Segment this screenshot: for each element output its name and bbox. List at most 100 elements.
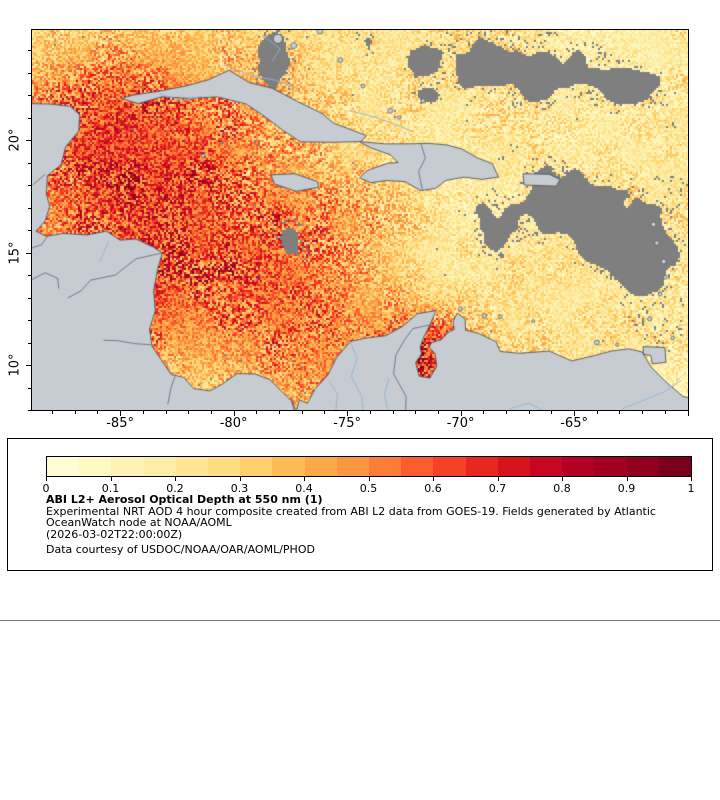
lon-minor-tick bbox=[437, 411, 439, 414]
colorbar-segment bbox=[626, 457, 659, 476]
lon-minor-tick bbox=[483, 411, 485, 414]
colorbar-tick bbox=[304, 477, 305, 481]
colorbar-segment bbox=[369, 457, 402, 476]
colorbar-tick-label: 0.1 bbox=[101, 482, 120, 495]
lat-minor-tick bbox=[28, 162, 31, 164]
colorbar-tick bbox=[562, 477, 563, 481]
lat-minor-tick bbox=[28, 320, 31, 321]
lon-minor-tick bbox=[97, 411, 99, 414]
map-frame bbox=[31, 29, 689, 411]
colorbar-tick-label: 0.6 bbox=[424, 482, 442, 495]
colorbar bbox=[46, 456, 692, 477]
colorbar-tick-label: 0 bbox=[42, 482, 50, 495]
lon-tick-label: -75° bbox=[333, 416, 361, 431]
lon-major-tick bbox=[347, 411, 349, 416]
lon-minor-tick bbox=[642, 411, 644, 414]
lon-minor-tick bbox=[142, 411, 144, 414]
aod-map-image bbox=[32, 30, 688, 410]
lon-minor-tick bbox=[74, 411, 76, 414]
lat-minor-tick bbox=[28, 95, 31, 96]
lat-major-tick bbox=[26, 365, 31, 366]
colorbar-tick bbox=[626, 477, 628, 481]
colorbar-segment bbox=[530, 457, 563, 476]
lon-major-tick bbox=[687, 411, 689, 416]
colorbar-segment bbox=[433, 457, 466, 476]
lon-minor-tick bbox=[415, 411, 417, 414]
colorbar-segment bbox=[111, 457, 144, 476]
colorbar-segment bbox=[594, 457, 627, 476]
legend-description-line-2: OceanWatch node at NOAA/AOML bbox=[46, 516, 232, 529]
legend-timestamp: (2026-03-02T22:00:00Z) bbox=[46, 527, 183, 541]
lat-minor-tick bbox=[28, 230, 31, 231]
lon-tick-label: -70° bbox=[446, 416, 475, 431]
lon-minor-tick bbox=[369, 411, 371, 414]
lat-major-tick bbox=[26, 252, 31, 254]
lon-major-tick bbox=[233, 411, 235, 416]
lat-minor-tick bbox=[28, 185, 31, 186]
lat-minor-tick bbox=[28, 50, 31, 51]
lat-minor-tick bbox=[28, 72, 31, 74]
lon-minor-tick bbox=[256, 411, 258, 414]
colorbar-tick-label: 0.9 bbox=[617, 482, 636, 495]
colorbar-segment bbox=[304, 457, 337, 476]
colorbar-segment bbox=[208, 457, 241, 476]
lon-minor-tick bbox=[596, 411, 598, 414]
colorbar-segment bbox=[240, 457, 273, 476]
colorbar-tick bbox=[368, 477, 370, 481]
lat-minor-tick bbox=[28, 297, 31, 299]
lat-tick-label: 20° bbox=[7, 128, 23, 152]
lat-tick-label: 15° bbox=[7, 240, 23, 265]
colorbar-segment bbox=[658, 457, 692, 476]
lat-major-tick bbox=[26, 140, 31, 141]
colorbar-segment bbox=[143, 457, 176, 476]
lon-minor-tick bbox=[324, 411, 326, 414]
lon-minor-tick bbox=[619, 411, 621, 414]
lat-minor-tick bbox=[28, 387, 31, 389]
lat-minor-tick bbox=[28, 117, 31, 119]
lon-tick-label: -85° bbox=[106, 416, 134, 431]
lon-minor-tick bbox=[165, 411, 167, 414]
colorbar-tick-label: 1 bbox=[687, 482, 695, 495]
lon-major-tick bbox=[120, 411, 122, 416]
colorbar-segment bbox=[272, 457, 305, 476]
lon-minor-tick bbox=[52, 411, 53, 414]
colorbar-tick bbox=[46, 477, 47, 481]
lon-minor-tick bbox=[188, 411, 190, 414]
lat-tick-label: 10° bbox=[7, 353, 23, 377]
colorbar-tick-label: 0.4 bbox=[295, 482, 313, 495]
colorbar-tick bbox=[691, 477, 692, 481]
colorbar-segment bbox=[47, 457, 80, 476]
colorbar-tick bbox=[239, 477, 241, 481]
colorbar-segment bbox=[79, 457, 112, 476]
lon-minor-tick bbox=[392, 411, 394, 414]
legend-title: ABI L2+ Aerosol Optical Depth at 550 nm … bbox=[46, 493, 323, 506]
colorbar-segment bbox=[401, 457, 434, 476]
colorbar-segment bbox=[175, 457, 209, 476]
colorbar-tick bbox=[175, 477, 176, 481]
legend-box: 0 0.1 0.2 0.3 0.4 0.5 0.6 0.7 0.8 0.9 1 ABI L2+ Ae… bbox=[7, 438, 713, 571]
colorbar-segment bbox=[562, 457, 595, 476]
lon-major-tick bbox=[574, 411, 576, 416]
lon-tick-label: -80° bbox=[219, 416, 248, 431]
lon-tick-label: -65° bbox=[560, 416, 588, 431]
colorbar-tick-label: 0.7 bbox=[488, 482, 507, 495]
lon-major-tick bbox=[460, 411, 462, 416]
colorbar-tick-label: 0.3 bbox=[230, 482, 249, 495]
colorbar-tick bbox=[110, 477, 112, 481]
lon-minor-tick bbox=[279, 411, 280, 414]
colorbar-segment bbox=[465, 457, 498, 476]
colorbar-tick-label: 0.2 bbox=[166, 482, 184, 495]
lon-minor-tick bbox=[528, 411, 530, 414]
colorbar-tick-label: 0.5 bbox=[359, 482, 378, 495]
lat-minor-tick bbox=[28, 342, 31, 344]
colorbar-tick bbox=[497, 477, 499, 481]
lon-minor-tick bbox=[506, 411, 507, 414]
lon-minor-tick bbox=[210, 411, 212, 414]
lon-minor-tick bbox=[551, 411, 553, 414]
lat-minor-tick bbox=[28, 207, 31, 209]
colorbar-segment bbox=[497, 457, 531, 476]
legend-description-line-1: Experimental NRT AOD 4 hour composite cr… bbox=[46, 504, 656, 518]
legend-courtesy: Data courtesy of USDOC/NOAA/OAR/AOML/PHO… bbox=[46, 543, 315, 556]
colorbar-tick bbox=[433, 477, 434, 481]
